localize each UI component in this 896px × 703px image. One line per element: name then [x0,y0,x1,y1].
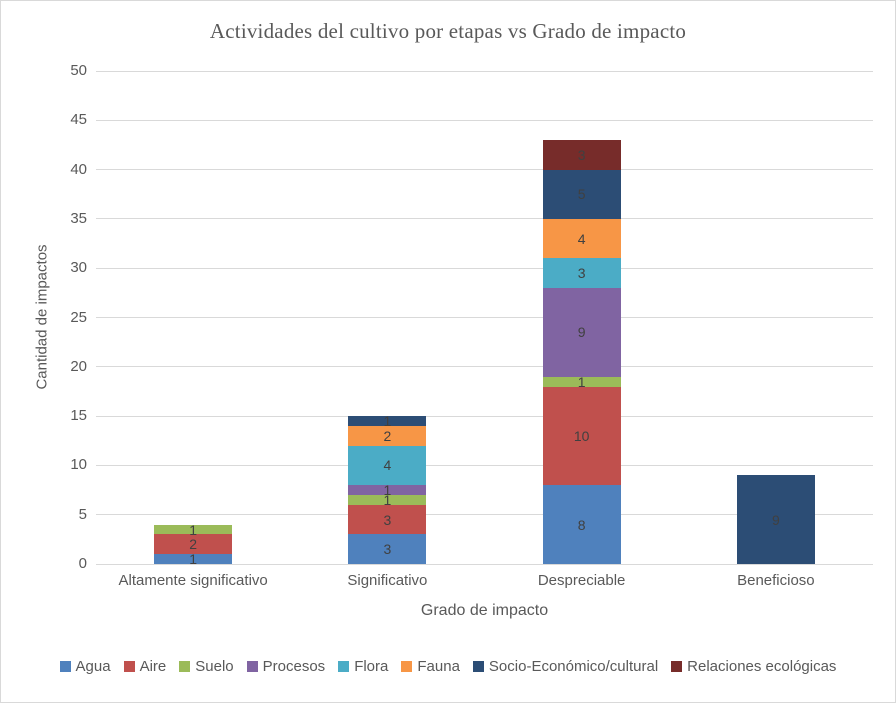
gridline [96,169,873,171]
legend-label: Relaciones ecológicas [687,658,837,675]
y-axis-tick-labels: 0 5 10 15 20 25 30 35 40 45 50 [1,63,87,572]
bar-segment-label: 1 [577,373,586,390]
plot-area: 1 2 1 3 3 1 1 4 2 1 8 10 1 9 3 4 5 3 9 [96,70,873,568]
y-tick-label: 25 [70,308,87,326]
chart-title: Actividades del cultivo por etapas vs Gr… [209,19,687,43]
legend-label: Socio-Económico/cultural [488,658,659,675]
gridline [96,70,873,72]
legend-item[interactable]: Agua [59,658,111,675]
legend-item[interactable]: Fauna [401,658,460,675]
y-tick-label: 50 [70,62,87,79]
bar-3: 8 10 1 9 3 4 5 3 [542,71,621,564]
y-tick-label: 45 [70,111,87,129]
bar-segment[interactable]: 3 [542,140,621,170]
bar-segment[interactable]: 2 [348,425,427,446]
legend-swatch-icon [671,661,683,672]
y-tick-label: 5 [78,505,87,523]
bar-segment-label: 4 [577,230,586,247]
bar-segment-label: 9 [577,324,586,341]
y-tick-label: 10 [70,456,87,474]
legend-label: Fauna [417,658,460,675]
legend-swatch-icon [59,661,71,672]
bar-segment[interactable]: 3 [348,504,427,535]
legend-swatch-icon [338,661,350,672]
x-category-label: Altamente significativo [118,572,268,589]
legend-label: Agua [75,658,111,675]
gridline [96,119,873,121]
y-tick-label: 15 [70,407,87,425]
legend-item[interactable]: Flora [338,658,388,675]
legend-label: Aire [139,658,167,675]
bar-segment-label: 1 [189,551,198,568]
legend-swatch-icon [246,661,258,672]
legend-label: Flora [354,658,389,675]
bar-segment-label: 1 [189,521,198,538]
bar-segment[interactable]: 3 [348,534,427,564]
gridline [96,267,873,269]
legend-swatch-icon [472,661,484,672]
bar-segment[interactable]: 9 [542,287,621,377]
bar-segment[interactable]: 4 [348,445,427,486]
x-category-label: Beneficioso [737,572,815,589]
bar-segment-label: 3 [383,541,392,558]
legend: Agua Aire Suelo Procesos Flora Fauna Socio-Eco… [1,658,895,675]
bar-segment-label: 1 [383,482,392,499]
x-category-label: Significativo [347,572,428,589]
legend-swatch-icon [179,661,191,672]
legend-label: Procesos [262,658,326,675]
bar-segment-label: 2 [383,427,392,444]
bar-segment[interactable]: 1 [542,373,621,390]
bar-segment-label: 4 [383,457,392,474]
bar-segment[interactable]: 4 [542,218,621,259]
bar-segment-label: 8 [577,516,586,533]
bar-segment-label: 3 [577,265,586,282]
bar-segment-label: 3 [383,511,392,528]
gridline [96,415,873,417]
bar-segment-label: 2 [189,536,198,553]
legend-swatch-icon [401,661,413,672]
bar-segment[interactable]: 3 [542,258,621,288]
legend-swatch-icon [123,661,135,672]
legend-item[interactable]: Procesos [246,658,326,675]
gridline [96,563,873,565]
legend-item[interactable]: Suelo [179,658,234,675]
gridline [96,464,873,466]
bar-segment-label: 10 [573,427,590,444]
bar-segment[interactable]: 9 [736,475,815,564]
bar-segment-label: 1 [383,413,392,430]
y-tick-label: 30 [70,259,87,277]
legend-item[interactable]: Aire [123,658,167,675]
legend-item[interactable]: Socio-Económico/cultural [472,658,659,675]
bar-segment-label: 5 [577,186,586,203]
bar-segment[interactable]: 1 [348,482,427,499]
x-category-label: Despreciable [537,572,626,589]
y-tick-label: 0 [78,555,87,572]
x-axis-title: Grado de impacto [420,602,549,619]
bar-segment[interactable]: 8 [542,485,621,564]
legend-label: Suelo [195,658,234,675]
gridline [96,366,873,368]
bar-segment[interactable]: 1 [154,551,233,568]
bar-segment[interactable]: 10 [542,386,621,486]
bar-segment-label: 3 [577,146,586,163]
y-tick-label: 40 [70,160,87,178]
gridline [96,218,873,220]
bar-segment[interactable]: 2 [154,534,233,555]
bar-segment-label: 1 [383,491,392,508]
bar-segment[interactable]: 1 [348,413,427,430]
x-axis-tick-labels: Altamente significativo Significativo Desp… [96,572,873,592]
bar-segment[interactable]: 5 [542,169,621,219]
y-tick-label: 35 [70,209,87,227]
bar-segment-label: 9 [771,511,780,528]
bar-4: 9 [736,71,815,564]
gridline [96,317,873,318]
legend-item[interactable]: Relaciones ecológicas [671,658,836,675]
gridline [96,514,873,516]
y-tick-label: 20 [70,357,87,375]
bar-segment[interactable]: 1 [154,521,233,538]
bar-segment[interactable]: 1 [348,491,427,508]
